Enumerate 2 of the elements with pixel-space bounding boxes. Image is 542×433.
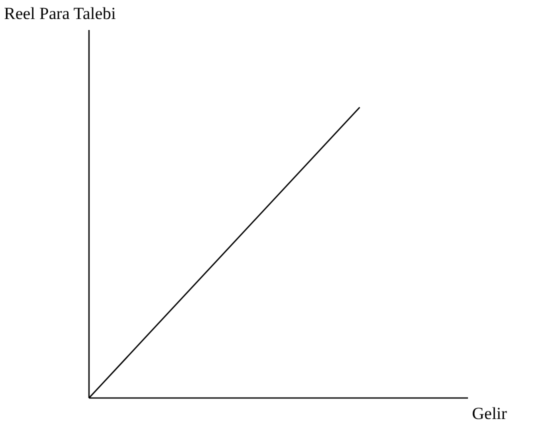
x-axis-title: Gelir: [472, 404, 507, 424]
y-axis-title: Reel Para Talebi: [4, 4, 116, 24]
